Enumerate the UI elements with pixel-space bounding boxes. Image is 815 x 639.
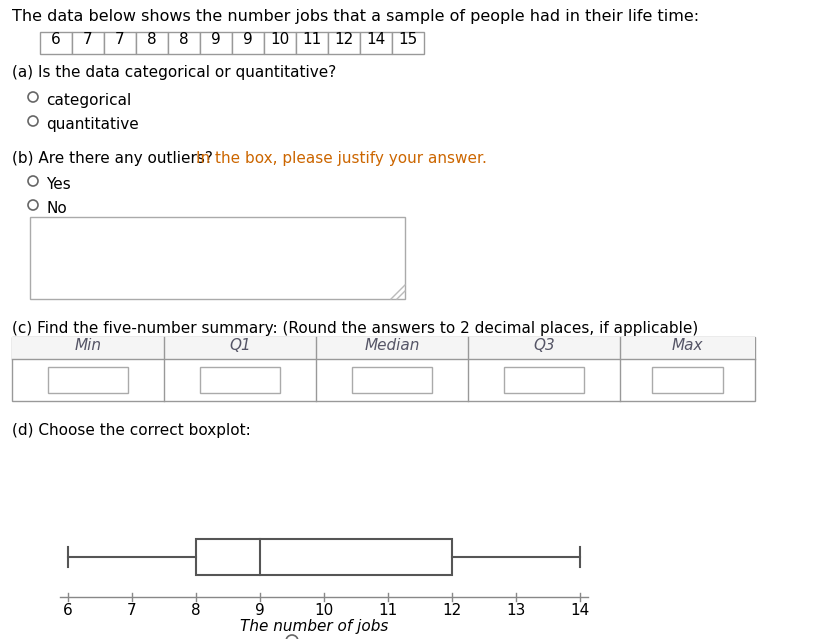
Text: Yes: Yes [46, 177, 71, 192]
Text: 7: 7 [115, 33, 125, 47]
Text: quantitative: quantitative [46, 117, 139, 132]
Bar [48, 367, 127, 392]
Bar [328, 32, 360, 54]
Bar [264, 32, 296, 54]
Text: Median: Median [364, 337, 420, 353]
Bar [392, 32, 424, 54]
Text: Min: Min [74, 337, 102, 353]
Bar [30, 217, 405, 299]
Text: Q1: Q1 [229, 337, 251, 353]
Text: 11: 11 [378, 603, 398, 618]
Text: 8: 8 [148, 33, 156, 47]
Text: 14: 14 [367, 33, 385, 47]
Bar [12, 337, 755, 401]
Text: 9: 9 [255, 603, 265, 618]
Text: 9: 9 [243, 33, 253, 47]
Bar [200, 367, 280, 392]
Circle shape [28, 116, 38, 126]
Text: 10: 10 [315, 603, 333, 618]
Text: (c) Find the five-number summary: (Round the answers to 2 decimal places, if app: (c) Find the five-number summary: (Round… [12, 321, 698, 336]
Text: 10: 10 [271, 33, 289, 47]
Text: Q3: Q3 [533, 337, 555, 353]
Bar [72, 32, 104, 54]
Text: 8: 8 [192, 603, 200, 618]
Text: The number of jobs: The number of jobs [240, 619, 388, 634]
Text: In the box, please justify your answer.: In the box, please justify your answer. [196, 151, 487, 166]
Bar [104, 32, 136, 54]
Text: 11: 11 [302, 33, 322, 47]
Text: (d) Choose the correct boxplot:: (d) Choose the correct boxplot: [12, 423, 251, 438]
Bar [40, 32, 72, 54]
Text: No: No [46, 201, 67, 216]
Text: Max: Max [672, 337, 703, 353]
Bar [352, 367, 431, 392]
Text: (b) Are there any outliers?: (b) Are there any outliers? [12, 151, 222, 166]
Text: 12: 12 [443, 603, 461, 618]
Circle shape [28, 176, 38, 186]
Text: categorical: categorical [46, 93, 131, 108]
Circle shape [28, 200, 38, 210]
Circle shape [28, 92, 38, 102]
Bar [504, 367, 584, 392]
Bar [200, 32, 232, 54]
Bar [136, 32, 168, 54]
Bar [12, 337, 755, 359]
Text: 8: 8 [179, 33, 189, 47]
Text: (a) Is the data categorical or quantitative?: (a) Is the data categorical or quantitat… [12, 65, 337, 80]
Text: 9: 9 [211, 33, 221, 47]
Bar [296, 32, 328, 54]
Bar [232, 32, 264, 54]
Text: 12: 12 [334, 33, 354, 47]
Text: 7: 7 [127, 603, 137, 618]
Bar [652, 367, 723, 392]
Text: The data below shows the number jobs that a sample of people had in their life t: The data below shows the number jobs tha… [12, 9, 699, 24]
Bar [196, 539, 452, 575]
Text: 7: 7 [83, 33, 93, 47]
Text: 13: 13 [506, 603, 526, 618]
Text: 6: 6 [63, 603, 73, 618]
Text: 15: 15 [399, 33, 417, 47]
Text: 14: 14 [570, 603, 589, 618]
Text: 6: 6 [51, 33, 61, 47]
Bar [360, 32, 392, 54]
Circle shape [286, 635, 298, 639]
Bar [168, 32, 200, 54]
